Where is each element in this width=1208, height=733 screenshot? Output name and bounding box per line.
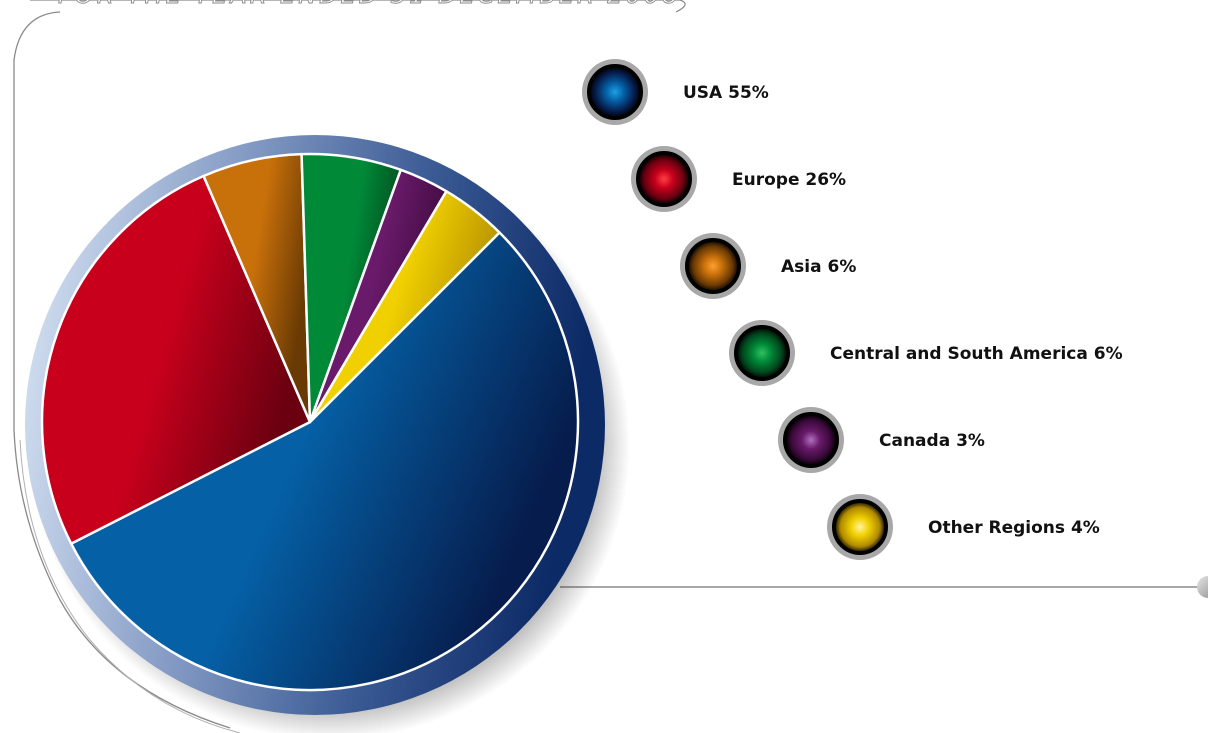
legend-item-asia: Asia 6% xyxy=(680,233,856,299)
pie-slice-usa xyxy=(69,231,580,692)
legend-disc-usa xyxy=(587,64,643,120)
legend-item-usa: USA 55% xyxy=(582,59,769,125)
legend-label-canada: Canada 3% xyxy=(879,431,985,451)
legend-label-asia: Asia 6% xyxy=(781,257,856,277)
legend-disc-asia xyxy=(685,238,741,294)
frame-outline xyxy=(13,11,231,729)
legend-item-other-regions: Other Regions 4% xyxy=(827,494,1100,560)
chart-title: FOR THE YEAR ENDED 31 DECEMBER 2008 xyxy=(58,0,680,9)
legend-disc-europe xyxy=(636,151,692,207)
legend-item-canada: Canada 3% xyxy=(778,407,985,473)
pie-slices xyxy=(40,152,580,692)
legend-label-usa: USA 55% xyxy=(683,83,769,103)
pie-slice-other-regions xyxy=(308,190,501,424)
frame-outline-inner xyxy=(19,439,241,733)
legend-disc-canada xyxy=(783,412,839,468)
title-banner xyxy=(30,0,686,13)
legend-disc-other-regions xyxy=(832,499,888,555)
legend-label-other-regions: Other Regions 4% xyxy=(928,518,1100,538)
legend-item-central-and-south-america: Central and South America 6% xyxy=(729,320,1123,386)
legend-disc-central-and-south-america xyxy=(734,325,790,381)
legend-item-europe: Europe 26% xyxy=(631,146,846,212)
legend-label-central-and-south-america: Central and South America 6% xyxy=(830,344,1123,364)
connector-knob xyxy=(1197,576,1208,598)
legend: USA 55% Europe 26% Asia 6% Central and Sout… xyxy=(582,59,1123,560)
legend-label-europe: Europe 26% xyxy=(732,170,846,190)
